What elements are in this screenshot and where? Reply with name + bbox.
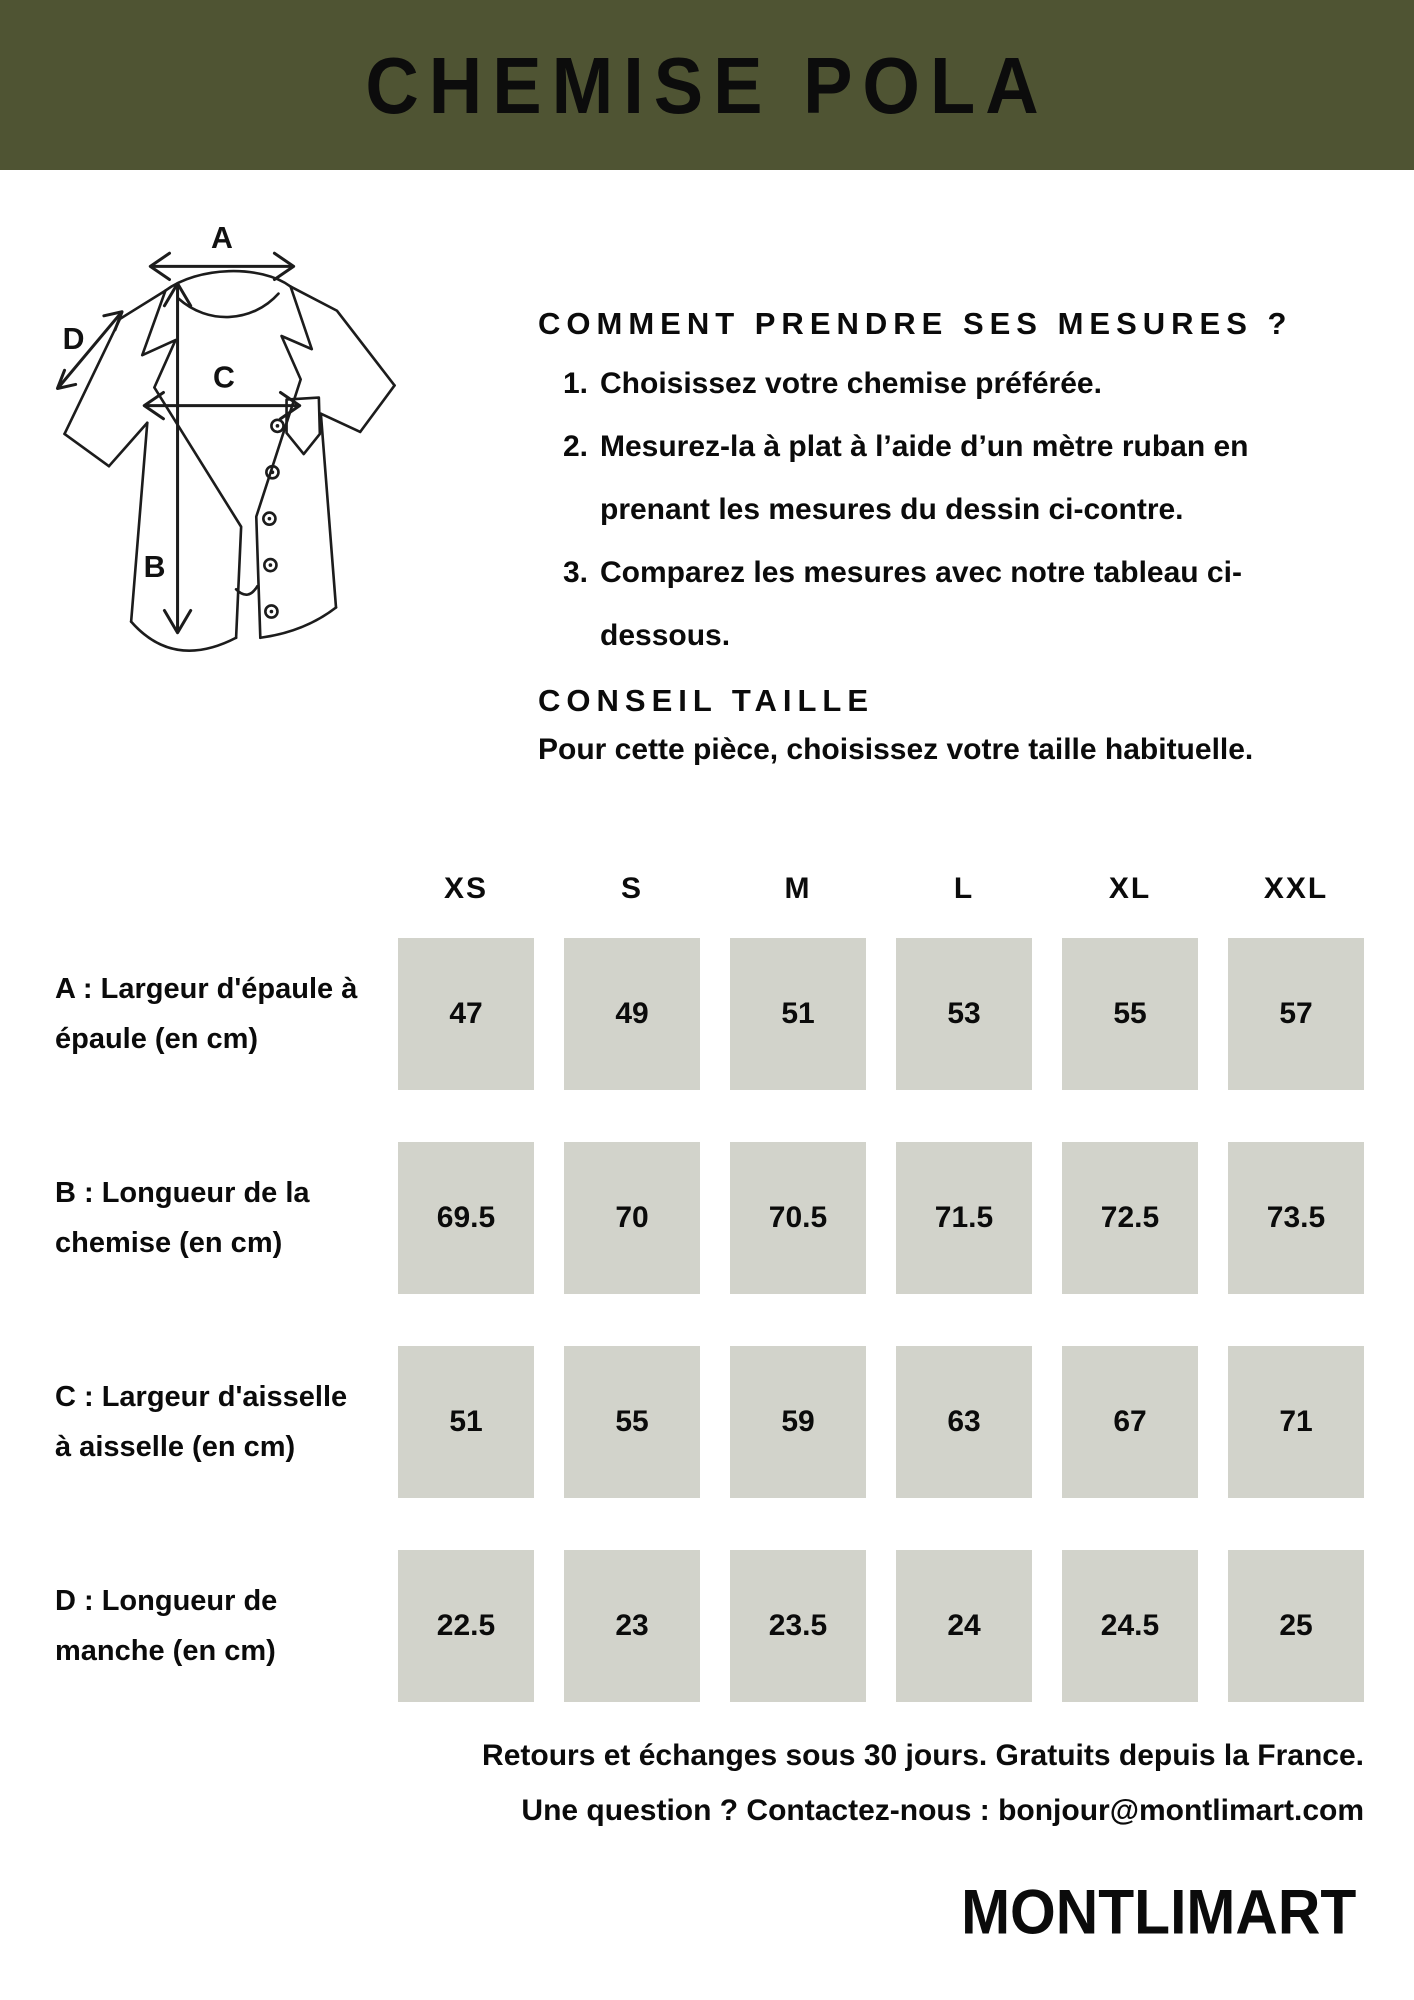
contact-text: Une question ? Contactez-nous : bonjour@… <box>521 1794 1364 1827</box>
size-value-cell: 71.5 <box>896 1142 1032 1294</box>
measurement-row-label: D : Longueur de manche (en cm) <box>55 1585 278 1667</box>
step-text: Mesurez-la à plat à l’aide d’un mètre ru… <box>600 430 1249 526</box>
measurement-row: D : Longueur de manche (en cm) 22.5 23 23.5… <box>55 1550 1364 1702</box>
size-table: XS S M L XL XXL A : Largeur d'épaule à épaule … <box>55 872 1364 1754</box>
size-value-cell: 67 <box>1062 1346 1198 1498</box>
step-text: Choisissez votre chemise préférée. <box>600 367 1102 400</box>
size-column-header: XS <box>443 872 489 905</box>
shirt-diagram-svg: A B C D <box>55 222 396 652</box>
step-number: 3. <box>563 556 589 589</box>
size-value-cell: 53 <box>896 938 1032 1090</box>
measure-steps-list: 1. Choisissez votre chemise préférée. 2. Me… <box>538 352 1308 667</box>
measurement-row-label: B : Longueur de la chemise (en cm) <box>55 1177 310 1259</box>
size-value-cell: 69.5 <box>398 1142 534 1294</box>
returns-policy-text: Retours et échanges sous 30 jours. Gratu… <box>482 1739 1364 1772</box>
size-value-cell: 59 <box>730 1346 866 1498</box>
step-number: 1. <box>563 367 589 400</box>
measurement-row-label: A : Largeur d'épaule à épaule (en cm) <box>55 973 358 1055</box>
size-value-cell: 55 <box>564 1346 700 1498</box>
measure-step: 3. Comparez les mesures avec notre tablea… <box>538 541 1308 667</box>
step-text: Comparez les mesures avec notre tableau … <box>600 556 1242 652</box>
measure-instructions: COMMENT PRENDRE SES MESURES ? 1. Choisiss… <box>538 306 1308 767</box>
size-column-header: S <box>620 872 643 905</box>
size-value-cell: 51 <box>398 1346 534 1498</box>
measure-step: 2. Mesurez-la à plat à l’aide d’un mètre … <box>538 415 1308 541</box>
size-header-row: XS S M L XL XXL <box>55 872 1364 906</box>
size-column-header: L <box>953 872 975 905</box>
arrow-label-a: A <box>211 226 233 255</box>
measure-arrow-d: D <box>55 310 124 390</box>
measurement-row: B : Longueur de la chemise (en cm) 69.5 70… <box>55 1142 1364 1294</box>
size-value-cell: 71 <box>1228 1346 1364 1498</box>
measure-arrow-a: A <box>148 222 296 282</box>
size-column-header: XXL <box>1263 872 1329 905</box>
size-value-cell: 72.5 <box>1062 1142 1198 1294</box>
size-column-header: M <box>784 872 812 905</box>
shirt-buttons <box>262 418 285 619</box>
size-value-cell: 23 <box>564 1550 700 1702</box>
size-value-cell: 70 <box>564 1142 700 1294</box>
measurement-row: C : Largeur d'aisselle à aisselle (en cm… <box>55 1346 1364 1498</box>
footer-info: Retours et échanges sous 30 jours. Gratu… <box>482 1728 1364 1838</box>
size-value-cell: 24 <box>896 1550 1032 1702</box>
page-header: CHEMISE POLA <box>0 0 1414 170</box>
size-value-cell: 51 <box>730 938 866 1090</box>
size-value-cell: 23.5 <box>730 1550 866 1702</box>
size-advice-heading: CONSEIL TAILLE <box>538 683 875 718</box>
measure-arrow-b: B <box>144 282 193 635</box>
size-value-cell: 24.5 <box>1062 1550 1198 1702</box>
measure-step: 1. Choisissez votre chemise préférée. <box>538 352 1308 415</box>
size-value-cell: 55 <box>1062 938 1198 1090</box>
size-advice-text: Pour cette pièce, choisissez votre taill… <box>538 733 1254 766</box>
size-value-cell: 70.5 <box>730 1142 866 1294</box>
measurement-row: A : Largeur d'épaule à épaule (en cm) 47 4… <box>55 938 1364 1090</box>
measure-arrow-c: C <box>142 361 302 421</box>
arrow-label-d: D <box>63 323 85 356</box>
how-to-measure-heading: COMMENT PRENDRE SES MESURES ? <box>538 306 1293 341</box>
size-value-cell: 73.5 <box>1228 1142 1364 1294</box>
size-column-header: XL <box>1108 872 1152 905</box>
measurement-row-label: C : Largeur d'aisselle à aisselle (en cm… <box>55 1381 348 1463</box>
arrow-label-c: C <box>213 361 235 394</box>
size-value-cell: 57 <box>1228 938 1364 1090</box>
page-title: CHEMISE POLA <box>365 40 1049 130</box>
size-value-cell: 63 <box>896 1346 1032 1498</box>
chest-pocket <box>285 396 322 456</box>
arrow-label-b: B <box>144 551 166 584</box>
brand-logo: MONTLIMART <box>960 1877 1356 1948</box>
size-value-cell: 47 <box>398 938 534 1090</box>
shirt-measurement-diagram: A B C D <box>46 222 406 664</box>
shirt-outline <box>63 269 396 652</box>
size-value-cell: 25 <box>1228 1550 1364 1702</box>
step-number: 2. <box>563 430 589 463</box>
size-value-cell: 22.5 <box>398 1550 534 1702</box>
size-value-cell: 49 <box>564 938 700 1090</box>
